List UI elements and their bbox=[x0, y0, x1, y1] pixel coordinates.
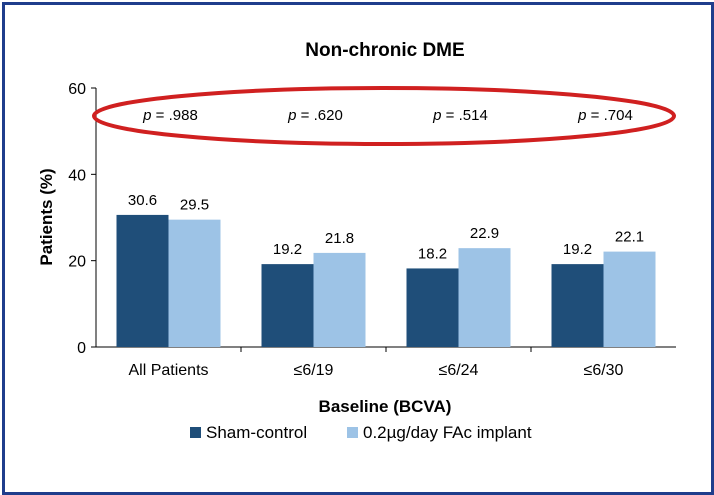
data-label: 18.2 bbox=[418, 245, 447, 262]
bar-sham-control bbox=[261, 264, 314, 347]
y-tick-label: 0 bbox=[77, 340, 86, 357]
x-tick-label: All Patients bbox=[128, 362, 208, 379]
data-label: 30.6 bbox=[128, 192, 157, 209]
bar-fac-implant bbox=[603, 251, 656, 347]
p-value-label: p = .704 bbox=[577, 107, 633, 124]
x-tick-label: ≤6/24 bbox=[439, 362, 479, 379]
y-tick-label: 20 bbox=[68, 254, 86, 271]
data-label: 19.2 bbox=[563, 241, 592, 258]
bar-fac-implant bbox=[168, 219, 221, 347]
p-symbol: p bbox=[287, 107, 296, 124]
p-value: = .514 bbox=[442, 107, 488, 124]
p-value-label: p = .988 bbox=[142, 107, 198, 124]
p-value: = .704 bbox=[587, 107, 633, 124]
data-label: 21.8 bbox=[325, 230, 354, 247]
y-tick-label: 60 bbox=[68, 81, 86, 98]
p-value-label: p = .620 bbox=[287, 107, 343, 124]
y-tick-label: 40 bbox=[68, 167, 86, 184]
bar-sham-control bbox=[551, 264, 604, 347]
data-label: 19.2 bbox=[273, 241, 302, 258]
p-symbol: p bbox=[142, 107, 151, 124]
data-label: 22.1 bbox=[615, 229, 644, 246]
legend-swatch-sham-control bbox=[190, 427, 201, 438]
highlight-ellipse bbox=[92, 86, 676, 146]
x-tick-label: ≤6/19 bbox=[294, 362, 334, 379]
bar-fac-implant bbox=[458, 248, 511, 347]
bar-sham-control bbox=[406, 268, 459, 347]
x-tick-label: ≤6/30 bbox=[584, 362, 624, 379]
p-value: = .620 bbox=[297, 107, 343, 124]
legend-label: 0.2µg/day FAc implant bbox=[363, 423, 532, 442]
data-label: 29.5 bbox=[180, 197, 209, 214]
p-symbol: p bbox=[577, 107, 586, 124]
y-axis-title: Patients (%) bbox=[37, 168, 56, 265]
legend-swatch-fac-implant bbox=[347, 427, 358, 438]
bar-sham-control bbox=[116, 214, 169, 347]
x-axis-title: Baseline (BCVA) bbox=[319, 397, 452, 416]
p-value: = .988 bbox=[152, 107, 198, 124]
p-symbol: p bbox=[432, 107, 441, 124]
data-label: 22.9 bbox=[470, 225, 499, 242]
legend-label: Sham-control bbox=[206, 423, 307, 442]
bar-fac-implant bbox=[313, 252, 366, 347]
p-value-label: p = .514 bbox=[432, 107, 488, 124]
chart-title: Non-chronic DME bbox=[305, 40, 464, 61]
